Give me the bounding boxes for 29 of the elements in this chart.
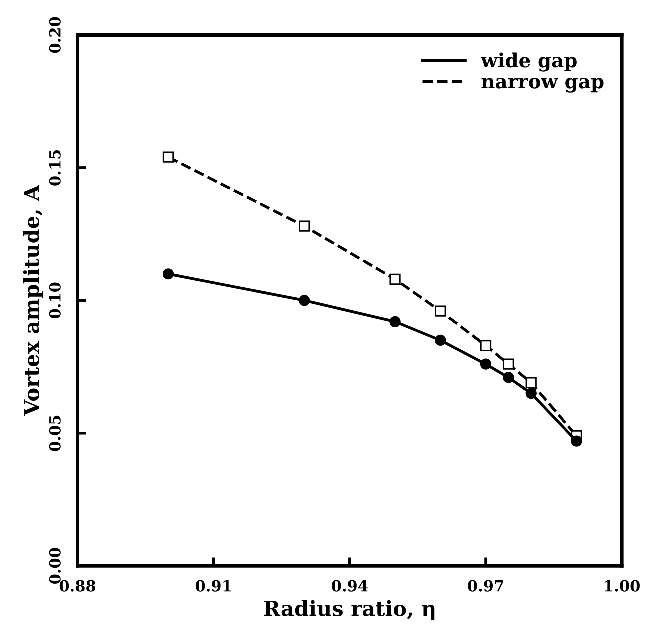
x-tick-label: 0.97	[468, 580, 504, 592]
y-tick-label: 0.15	[49, 150, 61, 186]
point	[162, 152, 174, 163]
point	[503, 358, 514, 370]
x-axis-title: Radius ratio, η	[264, 600, 435, 620]
legend-label: wide gap	[480, 52, 577, 72]
point	[571, 436, 582, 447]
point	[480, 358, 492, 370]
point	[503, 372, 514, 384]
x-tick-label: 1.00	[605, 580, 640, 592]
point	[162, 268, 174, 280]
point	[435, 334, 446, 346]
legend-label: narrow gap	[482, 78, 604, 93]
y-tick-label: 0.10	[49, 282, 61, 319]
point	[526, 388, 537, 400]
y-axis-title: Vortex amplitude, A	[23, 184, 44, 416]
point	[526, 377, 537, 389]
y-tick-label: 0.05	[49, 416, 61, 452]
x-tick-label: 0.94	[332, 580, 368, 592]
point	[299, 220, 310, 232]
point	[299, 295, 310, 306]
point	[435, 306, 446, 317]
point	[390, 316, 401, 328]
y-tick-label: 0.00	[49, 548, 61, 584]
y-tick-label: 0.20	[49, 17, 61, 54]
x-tick-label: 0.88	[60, 580, 96, 592]
x-tick-label: 0.91	[196, 580, 231, 592]
point	[480, 340, 492, 352]
point	[390, 274, 401, 285]
